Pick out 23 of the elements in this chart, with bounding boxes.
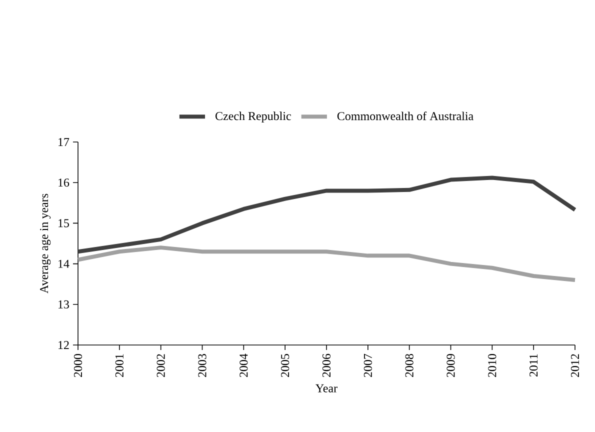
x-tick-label: 2006 [322,354,331,377]
x-tick-label: 2001 [115,354,124,377]
x-tick-label: 2003 [198,354,206,377]
x-tick-label: 2004 [240,354,248,377]
x-axis-title: Year [316,384,338,392]
x-tick-label: 2008 [405,354,414,377]
x-tick-label: 2007 [364,354,372,377]
x-tick-label: 2005 [281,354,290,377]
y-tick-label: 12 [58,341,69,349]
y-tick-label: 17 [58,138,70,146]
x-tick-label: 2000 [74,354,82,377]
x-tick-label: 2012 [570,354,580,377]
y-tick-label: 13 [58,300,70,308]
x-tick-label: 2010 [488,354,496,377]
y-tick-label: 16 [58,178,70,187]
y-tick-label: 14 [58,260,70,268]
y-axis-title: Average age in years [40,194,51,294]
legend-label: Commonwealth of Australia [337,112,474,120]
y-tick-label: 15 [58,219,70,228]
x-tick-label: 2002 [156,354,165,377]
legend-label: Czech Republic [216,112,291,123]
x-tick-label: 2011 [530,354,538,377]
x-tick-label: 2009 [446,354,455,377]
